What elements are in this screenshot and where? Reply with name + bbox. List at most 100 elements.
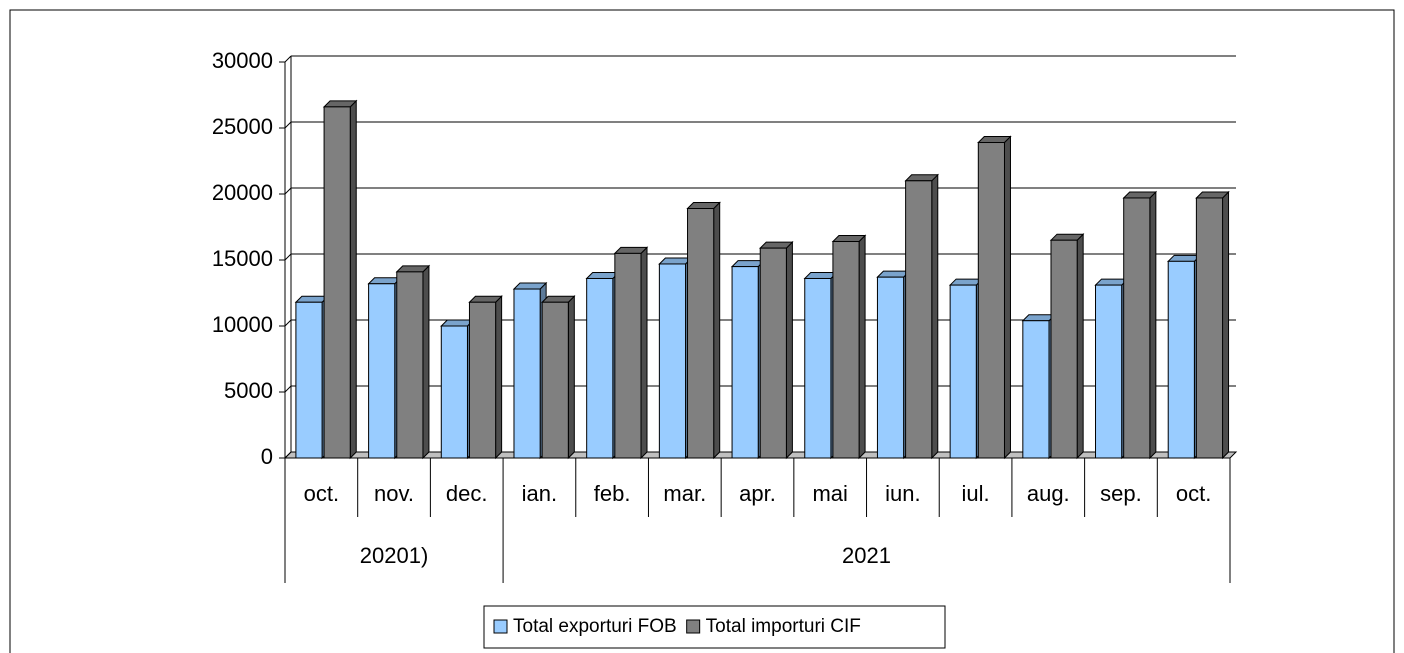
bar xyxy=(949,284,977,459)
bar xyxy=(586,277,614,459)
bar xyxy=(1095,284,1123,459)
bar-top xyxy=(1094,278,1129,286)
bar xyxy=(977,142,1005,459)
bar-side xyxy=(567,295,575,460)
bar-top xyxy=(831,235,867,243)
bar-side xyxy=(1222,190,1230,460)
bar xyxy=(1123,197,1151,459)
y-tick-label: 30000 xyxy=(212,48,273,73)
bar-top xyxy=(540,295,576,303)
grid-slant xyxy=(284,385,292,393)
legend-label: Total exporturi FOB xyxy=(513,616,677,637)
x-tick-label: iun. xyxy=(885,481,920,506)
y-tick-label: 0 xyxy=(261,444,273,469)
x-tick-label: aug. xyxy=(1027,481,1070,506)
bar-top xyxy=(658,257,693,265)
legend-box xyxy=(483,605,946,649)
grid-slant xyxy=(284,451,292,459)
bar xyxy=(1022,320,1050,459)
y-tick-label: 10000 xyxy=(212,312,273,337)
bar-side xyxy=(858,234,866,460)
bar-side xyxy=(1003,135,1011,460)
bar-top xyxy=(440,319,475,327)
x-tick-label: mar. xyxy=(663,481,706,506)
x-tick-label: oct. xyxy=(1176,481,1211,506)
bar xyxy=(323,106,351,459)
bar xyxy=(804,277,832,459)
y-tick-label: 20000 xyxy=(212,180,273,205)
bar-top xyxy=(977,136,1012,144)
bar-side xyxy=(1076,232,1084,460)
bar xyxy=(368,283,396,459)
x-tick-label: iul. xyxy=(962,481,990,506)
bar-top xyxy=(1195,191,1230,199)
bar xyxy=(1050,239,1078,459)
bar-side xyxy=(785,240,793,460)
bar-side xyxy=(1149,190,1157,460)
bar-top xyxy=(294,295,330,303)
bar-top xyxy=(759,241,794,249)
x-tick-label: dec. xyxy=(446,481,488,506)
y-tick-label: 5000 xyxy=(224,378,273,403)
bar xyxy=(731,266,759,459)
bar xyxy=(905,180,933,459)
bar-top xyxy=(1167,254,1202,262)
bar-top xyxy=(613,246,649,254)
bar-side xyxy=(422,264,430,460)
x-tick-label: feb. xyxy=(594,481,631,506)
grid-slant xyxy=(284,253,292,261)
bar xyxy=(658,263,687,459)
legend-label: Total importuri CIF xyxy=(706,616,861,637)
bar xyxy=(440,325,468,459)
bar-top xyxy=(395,265,431,273)
bar-top xyxy=(322,100,358,108)
bar-top xyxy=(585,271,621,279)
bar xyxy=(876,276,905,459)
x-tick-label: apr. xyxy=(739,481,776,506)
grid-slant xyxy=(284,55,292,63)
bar xyxy=(614,252,642,459)
legend-swatch xyxy=(493,619,508,634)
chart-frame xyxy=(9,9,1395,653)
bar-top xyxy=(904,174,939,182)
bar-side xyxy=(349,99,357,460)
legend-swatch xyxy=(686,619,701,634)
x-tick-label: sep. xyxy=(1100,481,1142,506)
bar xyxy=(1195,197,1224,459)
bar-top xyxy=(686,202,721,210)
y-tick-label: 25000 xyxy=(212,114,273,139)
bar-top xyxy=(876,270,911,278)
group-label: 20201) xyxy=(360,543,429,568)
x-tick-label: ian. xyxy=(522,481,557,506)
group-label: 2021 xyxy=(842,543,891,568)
bar-top xyxy=(367,277,402,285)
bar-top xyxy=(948,278,984,286)
bar xyxy=(541,301,569,459)
bar-side xyxy=(640,246,648,460)
y-tick-label: 15000 xyxy=(212,246,273,271)
bar xyxy=(759,247,787,459)
bar-top xyxy=(803,271,839,279)
bar xyxy=(1167,260,1195,459)
x-tick-label: nov. xyxy=(374,481,414,506)
bar xyxy=(468,301,497,459)
bar xyxy=(396,271,424,459)
grid-slant xyxy=(284,121,292,129)
bar-top xyxy=(1122,191,1158,199)
bar-top xyxy=(512,282,548,290)
bar-side xyxy=(713,201,721,460)
bar xyxy=(295,301,323,459)
bar xyxy=(513,288,541,459)
x-tick-label: oct. xyxy=(304,481,339,506)
bar-top xyxy=(730,260,766,268)
bar-top xyxy=(1021,314,1057,322)
grid-slant xyxy=(284,319,292,327)
x-tick-label: mai xyxy=(812,481,847,506)
bar-side xyxy=(495,295,503,460)
bar xyxy=(687,208,715,459)
bar xyxy=(832,241,860,459)
grid-slant xyxy=(284,187,292,195)
bar-top xyxy=(468,295,503,303)
bar-side xyxy=(931,173,939,460)
